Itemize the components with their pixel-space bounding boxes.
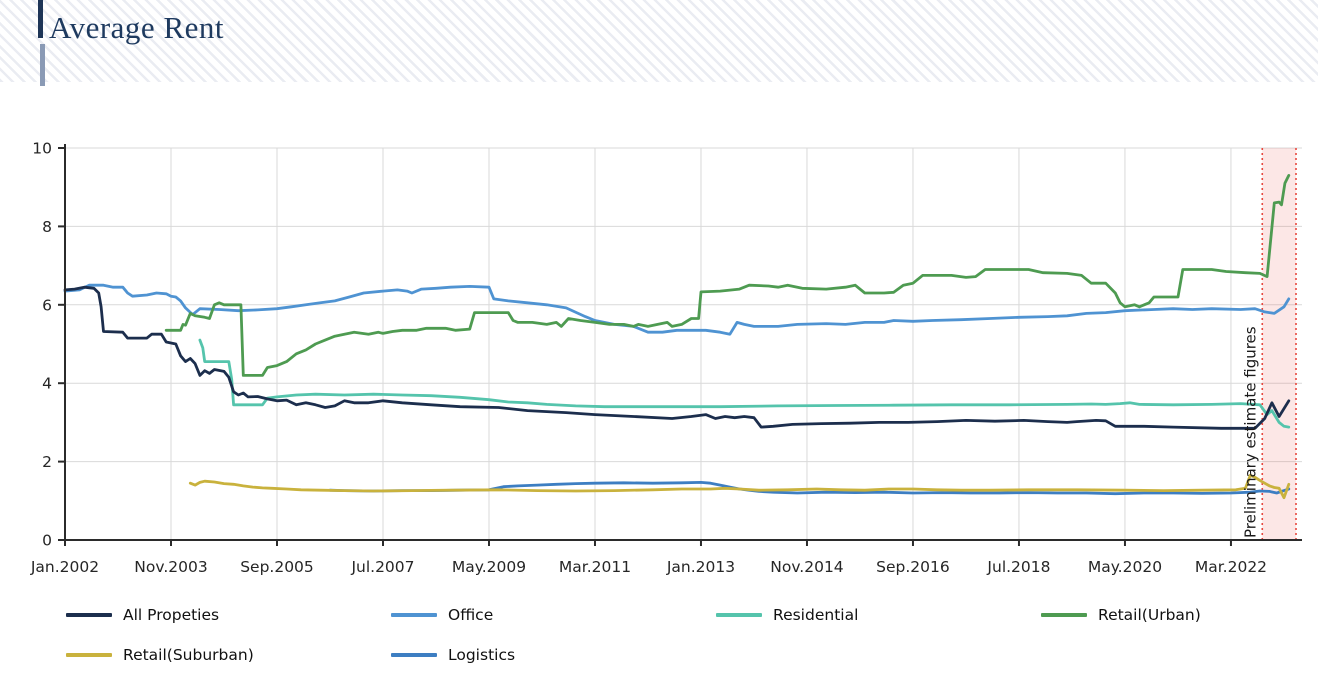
page-title: Average Rent xyxy=(49,10,224,45)
legend-item-retail-urban[interactable]: Retail(Urban) xyxy=(1041,606,1318,624)
header-band xyxy=(0,0,1318,82)
svg-text:Mar.2011: Mar.2011 xyxy=(559,558,631,576)
series-line-office xyxy=(63,283,1291,336)
series-line-logistics xyxy=(328,480,1291,496)
svg-text:Jan.2002: Jan.2002 xyxy=(30,558,99,576)
series-line-retail-suburban xyxy=(188,473,1291,500)
legend-item-retail-suburban[interactable]: Retail(Suburban) xyxy=(66,646,391,664)
x-axis-labels: Jan.2002 Nov.2003 Sep.2005 Jul.2007 May.2009… xyxy=(30,558,1267,576)
legend-item-all-propeties[interactable]: All Propeties xyxy=(66,606,391,624)
legend-swatch-retail-urban xyxy=(1041,613,1087,617)
svg-text:Mar.2022: Mar.2022 xyxy=(1195,558,1267,576)
svg-text:Nov.2014: Nov.2014 xyxy=(770,558,843,576)
legend-item-residential[interactable]: Residential xyxy=(716,606,1041,624)
legend-swatch-logistics xyxy=(391,653,437,657)
legend-label-retail-urban: Retail(Urban) xyxy=(1098,606,1201,624)
svg-text:May.2009: May.2009 xyxy=(452,558,526,576)
gridlines xyxy=(65,147,1302,540)
svg-text:8: 8 xyxy=(42,218,52,236)
legend-label-logistics: Logistics xyxy=(448,646,516,664)
header-accent-bar-top xyxy=(38,0,43,38)
svg-text:2: 2 xyxy=(42,453,52,471)
svg-text:4: 4 xyxy=(42,375,52,393)
series-line-all-propeties xyxy=(63,285,1291,430)
legend-label-retail-suburban: Retail(Suburban) xyxy=(123,646,254,664)
svg-text:Sep.2005: Sep.2005 xyxy=(240,558,314,576)
preliminary-estimate-band xyxy=(1261,148,1297,540)
legend-label-all-propeties: All Propeties xyxy=(123,606,220,624)
average-rent-line-chart: 0 2 4 6 8 10 Jan.2002 Nov.2003 Sep.2005 Jul.2007 M… xyxy=(30,140,1302,576)
svg-text:Jul.2018: Jul.2018 xyxy=(986,558,1050,576)
legend-swatch-residential xyxy=(716,613,762,617)
preliminary-estimate-label: Preliminary estimate figures xyxy=(1241,326,1259,538)
svg-text:10: 10 xyxy=(32,140,52,158)
axes xyxy=(58,144,1302,546)
legend-swatch-all-propeties xyxy=(66,613,112,617)
svg-text:Nov.2003: Nov.2003 xyxy=(134,558,207,576)
svg-text:Sep.2016: Sep.2016 xyxy=(876,558,950,576)
header-accent-bar-bottom xyxy=(40,44,45,86)
legend-swatch-retail-suburban xyxy=(66,653,112,657)
legend-swatch-office xyxy=(391,613,437,617)
svg-text:Jan.2013: Jan.2013 xyxy=(666,558,735,576)
svg-text:May.2020: May.2020 xyxy=(1088,558,1162,576)
y-axis-labels: 0 2 4 6 8 10 xyxy=(32,140,52,550)
legend-item-office[interactable]: Office xyxy=(391,606,716,624)
legend-label-office: Office xyxy=(448,606,494,624)
legend-label-residential: Residential xyxy=(773,606,859,624)
legend-item-logistics[interactable]: Logistics xyxy=(391,646,716,664)
svg-text:0: 0 xyxy=(42,532,52,550)
svg-text:6: 6 xyxy=(42,296,52,314)
series-line-retail-urban xyxy=(164,173,1291,377)
svg-text:Jul.2007: Jul.2007 xyxy=(350,558,414,576)
chart-legend: All Propeties Office Residential Retail(Urb… xyxy=(66,606,1318,664)
